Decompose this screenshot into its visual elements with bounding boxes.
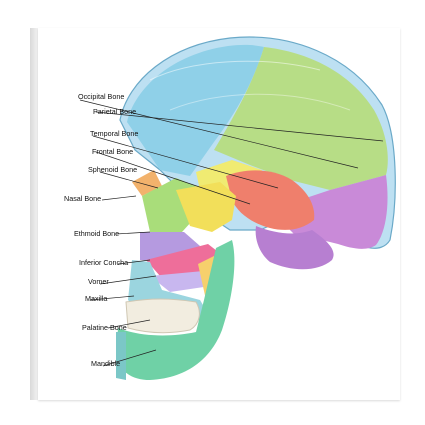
label-frontal: Frontal Bone	[92, 147, 134, 156]
label-parietal: Parietal Bone	[93, 107, 137, 116]
label-vomer: Vomer	[88, 277, 109, 286]
teeth-row	[125, 298, 200, 334]
occipital-region	[127, 44, 264, 177]
leader-occipital	[79, 99, 359, 169]
temporal-region	[282, 175, 388, 249]
leader-sphenoid	[99, 171, 159, 189]
leader-nasal	[101, 195, 137, 201]
skull-drawing	[79, 36, 396, 380]
label-mandible: Mandible	[91, 359, 121, 368]
label-occipital: Occipital Bone	[78, 92, 125, 101]
leader-ethmoid	[115, 231, 151, 235]
label-sphenoid: Sphenoid Bone	[88, 165, 138, 174]
label-palatine: Palatine Bone	[82, 323, 127, 332]
sphenoid-region	[226, 170, 315, 230]
leader-frontal	[95, 151, 251, 205]
leader-lines	[79, 99, 384, 367]
leader-mandible	[102, 349, 157, 367]
canvas-edge	[30, 28, 38, 400]
leader-parietal	[95, 111, 384, 142]
mandible-marrow	[116, 332, 126, 380]
cranium-texture	[149, 60, 321, 81]
cranium-texture-2	[169, 93, 351, 111]
label-nasal: Nasal Bone	[64, 194, 102, 203]
parietal-region	[214, 47, 388, 190]
leader-temporal	[92, 135, 279, 189]
leader-concha	[117, 259, 151, 265]
lower-purple-region	[255, 226, 334, 270]
leader-vomer	[99, 275, 157, 285]
mandible-region	[116, 240, 235, 380]
label-concha: Inferior Concha	[79, 258, 129, 267]
label-temporal: Temporal Bone	[90, 129, 139, 138]
leader-palatine	[107, 319, 151, 329]
label-maxilla: Maxilla	[85, 294, 108, 303]
skull-illustration: Occipital Bone Parietal Bone Temporal Bo…	[38, 28, 400, 400]
leader-maxilla	[89, 295, 135, 301]
label-ethmoid: Ethmoid Bone	[74, 229, 120, 238]
